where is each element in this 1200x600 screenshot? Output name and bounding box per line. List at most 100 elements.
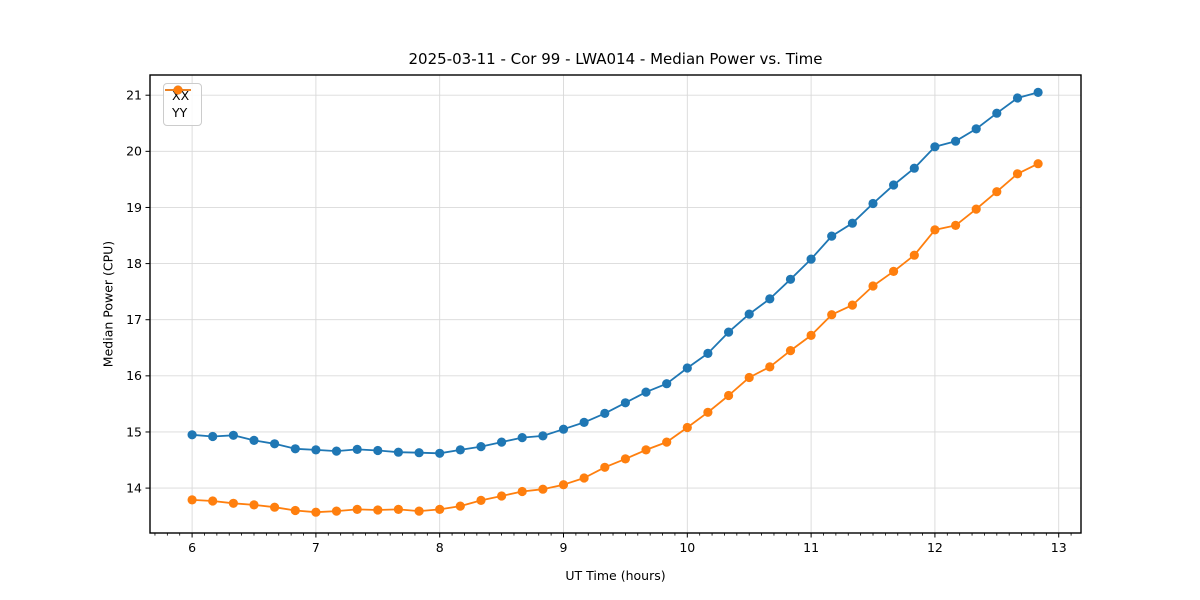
x-tick-label: 7 <box>312 540 320 555</box>
data-point-yy <box>558 480 569 490</box>
data-point-xx <box>352 444 362 454</box>
data-point-yy <box>393 504 403 514</box>
data-point-yy <box>208 496 218 506</box>
x-tick-label: 9 <box>560 540 568 555</box>
data-point-xx <box>992 108 1002 118</box>
data-point-xx <box>971 124 981 134</box>
y-tick-label: 15 <box>126 424 142 439</box>
data-point-xx <box>682 363 692 373</box>
y-tick-label: 21 <box>126 88 142 103</box>
data-point-xx <box>497 437 507 447</box>
data-point-xx <box>455 445 465 455</box>
data-point-xx <box>270 439 280 449</box>
data-point-yy <box>620 454 631 464</box>
data-point-xx <box>1033 87 1043 97</box>
data-point-yy <box>579 473 589 483</box>
series-line-xx <box>191 91 1039 455</box>
data-point-xx <box>414 448 424 458</box>
data-point-xx <box>868 198 878 209</box>
data-point-yy <box>435 504 445 514</box>
data-point-xx <box>393 447 403 457</box>
data-point-yy <box>662 437 672 447</box>
y-tick-label: 17 <box>126 312 142 327</box>
data-point-xx <box>951 136 961 146</box>
data-point-xx <box>620 398 631 408</box>
y-tick-label: 16 <box>126 368 142 383</box>
data-point-yy <box>414 506 424 516</box>
data-point-xx <box>579 417 589 427</box>
data-point-yy <box>270 502 280 512</box>
data-point-yy <box>682 422 692 433</box>
data-point-yy <box>538 484 548 494</box>
data-point-xx <box>1012 93 1023 103</box>
data-point-xx <box>187 430 197 440</box>
yy-line-marker-icon <box>165 85 191 95</box>
x-tick-label: 12 <box>927 540 943 555</box>
x-tick-label: 8 <box>436 540 444 555</box>
data-point-xx <box>558 424 569 434</box>
data-point-xx <box>208 431 218 442</box>
data-point-yy <box>909 250 919 260</box>
legend-label-yy: YY <box>172 105 188 120</box>
data-point-xx <box>889 180 899 190</box>
data-point-yy <box>373 505 383 515</box>
data-point-xx <box>662 379 672 389</box>
data-point-yy <box>889 266 899 276</box>
data-point-yy <box>455 501 465 511</box>
data-point-xx <box>476 442 486 452</box>
data-point-yy <box>785 346 796 356</box>
x-tick-label: 6 <box>188 540 196 555</box>
data-point-xx <box>909 163 919 173</box>
data-point-xx <box>806 254 816 264</box>
data-point-yy <box>827 310 837 320</box>
data-point-xx <box>703 348 713 358</box>
data-point-yy <box>1012 169 1023 179</box>
data-point-xx <box>641 387 651 397</box>
data-point-yy <box>971 204 981 214</box>
data-point-yy <box>951 220 961 230</box>
data-point-yy <box>847 300 858 310</box>
data-point-yy <box>228 498 238 508</box>
data-point-yy <box>497 491 507 501</box>
data-point-xx <box>765 294 775 304</box>
data-point-yy <box>1033 159 1043 169</box>
x-tick-label: 11 <box>803 540 819 555</box>
data-point-yy <box>806 330 816 340</box>
data-point-xx <box>538 431 548 441</box>
x-tick-label: 13 <box>1051 540 1067 555</box>
data-point-xx <box>827 231 837 241</box>
data-point-yy <box>641 445 651 455</box>
data-point-yy <box>703 407 713 417</box>
chart-title: 2025-03-11 - Cor 99 - LWA014 - Median Po… <box>408 50 823 68</box>
data-point-xx <box>724 327 734 337</box>
data-point-yy <box>352 504 362 514</box>
y-axis-label-text: Median Power (CPU) <box>100 240 116 368</box>
data-point-xx <box>930 142 940 152</box>
series-line-yy <box>191 162 1039 514</box>
data-point-xx <box>517 433 527 443</box>
data-point-xx <box>228 430 238 440</box>
x-tick-label: 10 <box>679 540 695 555</box>
data-point-yy <box>868 281 878 291</box>
x-axis-label: UT Time (hours) <box>565 568 666 583</box>
data-point-yy <box>249 500 259 510</box>
data-point-yy <box>187 495 197 505</box>
legend-box: XX YY <box>163 83 203 126</box>
data-point-xx <box>785 274 796 284</box>
data-point-yy <box>600 462 610 472</box>
data-point-xx <box>600 408 610 418</box>
data-point-xx <box>249 435 259 445</box>
y-tick-label: 20 <box>126 144 142 159</box>
data-point-yy <box>331 506 342 516</box>
data-point-yy <box>744 372 754 383</box>
data-point-yy <box>765 362 775 372</box>
data-point-yy <box>311 507 321 517</box>
y-tick-label: 14 <box>126 480 142 495</box>
legend-item-yy: YY <box>165 85 191 120</box>
data-point-xx <box>331 446 342 456</box>
data-point-yy <box>290 505 300 516</box>
data-point-xx <box>435 448 445 458</box>
data-point-yy <box>724 390 734 401</box>
